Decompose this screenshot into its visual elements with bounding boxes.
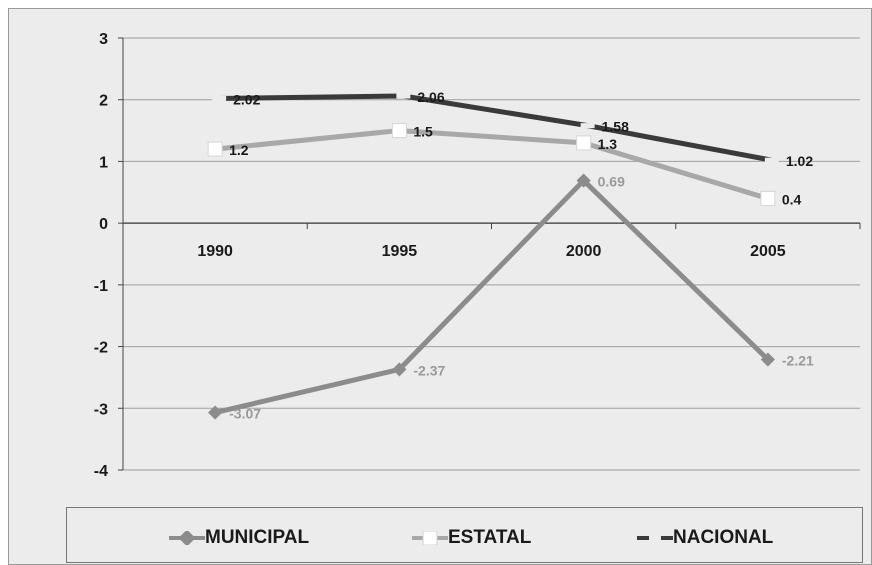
series-line-municipal (214, 178, 770, 416)
legend-key-estatal (412, 530, 448, 545)
x-tick-label-2000: 2000 (566, 243, 602, 260)
marker-municipal-1990 (208, 405, 223, 420)
y-tick-label: 2 (99, 93, 108, 110)
data-label-municipal-2005: -2.21 (782, 353, 814, 369)
y-tick-label: -3 (94, 401, 108, 418)
marker-municipal-2005 (760, 352, 775, 367)
x-tick-label-1995: 1995 (382, 243, 418, 260)
x-tick-labels: 1990 1995 2000 2005 (197, 243, 785, 260)
marker-estatal-2005 (760, 190, 776, 206)
data-label-municipal-1990: -3.07 (229, 406, 261, 422)
legend-item-estatal: ESTATAL (412, 527, 531, 549)
legend-key-nacional (637, 531, 673, 545)
y-tick-label: -4 (94, 463, 108, 480)
legend-item-municipal: MUNICIPAL (169, 527, 309, 549)
data-label-municipal-1995: -2.37 (413, 362, 445, 378)
data-label-estatal-2000: 1.3 (598, 136, 618, 152)
y-tick-label: 3 (99, 31, 108, 48)
y-tick-label: 0 (99, 216, 108, 233)
marker-municipal-2000 (576, 173, 591, 188)
data-label-nacional-2005: 1.02 (786, 153, 813, 169)
data-label-estatal-1990: 1.2 (229, 142, 249, 158)
legend-label-municipal: MUNICIPAL (205, 527, 310, 548)
series-lines (207, 93, 779, 420)
marker-municipal-1995 (392, 362, 407, 377)
data-label-nacional-1995: 2.06 (417, 89, 444, 105)
marker-estatal-1990 (207, 141, 223, 157)
x-tick-label-1990: 1990 (197, 243, 233, 260)
y-tick-label: -2 (94, 340, 108, 357)
data-label-estatal-2005: 0.4 (782, 191, 802, 207)
y-tick-labels: 3 2 1 0 -1 -2 -3 -4 (94, 31, 108, 480)
data-label-municipal-2000: 0.69 (598, 174, 625, 190)
data-labels: -3.07 -2.37 0.69 -2.21 1.2 1.5 1.3 0.4 2.02 2.06 1… (229, 89, 814, 422)
marker-estatal-2000 (576, 135, 592, 151)
y-tick-label: -1 (94, 278, 108, 295)
legend-key-municipal (169, 530, 205, 545)
x-tick-label-2005: 2005 (750, 243, 786, 260)
data-label-estatal-1995: 1.5 (413, 124, 433, 140)
data-label-nacional-1990: 2.02 (233, 91, 260, 107)
legend-label-estatal: ESTATAL (448, 527, 532, 548)
axes (118, 37, 861, 471)
data-label-nacional-2000: 1.58 (602, 119, 629, 135)
series-line-nacional (219, 93, 773, 163)
legend: MUNICIPAL ESTATAL NACIONAL (66, 507, 863, 563)
legend-item-nacional: NACIONAL (637, 527, 773, 549)
marker-estatal-1995 (391, 123, 407, 139)
legend-label-nacional: NACIONAL (673, 527, 774, 548)
y-tick-label: 1 (99, 154, 108, 171)
series-line-estatal (214, 128, 769, 201)
